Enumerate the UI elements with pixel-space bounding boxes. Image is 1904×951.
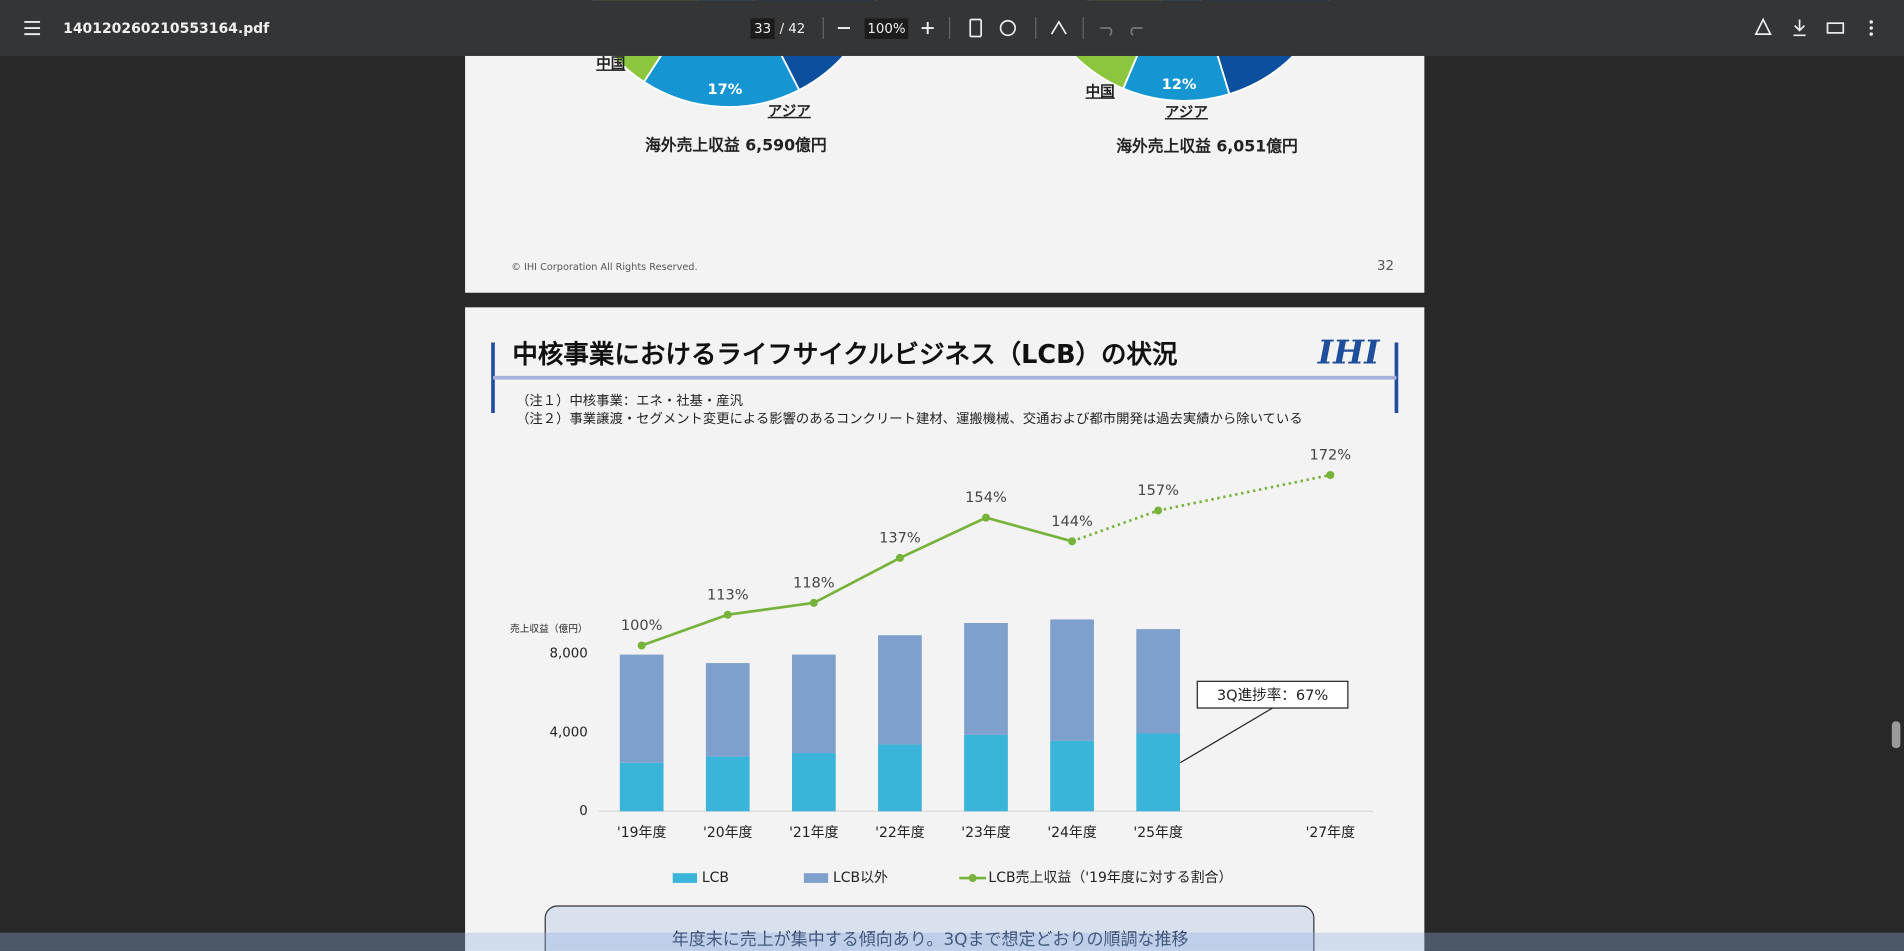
bar-segment [791,654,836,754]
callout-box [544,905,1315,951]
data-label: 137% [879,529,921,546]
logo: IHI [1317,333,1381,372]
x-tick-label: '22年度 [875,825,925,841]
x-tick-label: '23年度 [961,825,1011,841]
data-label: 118% [793,574,835,591]
bar-segment [964,623,1008,735]
copyright: © IHI Corporation All Rights Reserved. [511,262,697,273]
line-point [1154,506,1163,515]
zoom-in[interactable] [921,21,934,35]
bar-segment [1136,733,1181,812]
save-to-drive[interactable] [1754,17,1772,35]
slide-title: 中核事業におけるライフサイクルビジネス（LCB）の状況 [512,340,1178,370]
toolbar [0,0,1904,56]
data-label: 113% [707,586,749,603]
x-tick-label: '21年度 [789,825,839,841]
bar-segment [878,744,922,812]
x-tick-label: '20年度 [703,825,753,841]
note: （注２）事業譲渡・セグメント変更による影響のあるコンクリート建材、運搬機械、交通… [516,410,1302,427]
line-point [809,598,818,607]
x-tick-label: '25年度 [1133,825,1183,841]
bar-segment [619,762,664,812]
label: 海外売上収益 6,051億円 [1116,137,1297,156]
bar-segment [878,635,922,745]
annotate[interactable] [1050,20,1067,35]
label: 中国 [596,54,625,72]
data-label: 100% [621,617,663,634]
note: （注１）中核事業：エネ・社基・産汎 [516,392,743,409]
legend-label: LCB以外 [833,870,888,886]
annotation: 3Q進捗率：67% [1217,687,1329,704]
page-total: / 42 [780,22,806,37]
x-tick-label: '24年度 [1047,825,1097,841]
data-label: 144% [1051,513,1093,530]
page-33 [465,307,1425,951]
line-point [981,513,991,522]
page-current: 33 [754,22,771,37]
bar-segment [1050,619,1094,741]
download[interactable] [1793,19,1806,37]
line-point [637,641,646,650]
bar-segment [705,756,750,812]
label: 12% [1162,76,1197,93]
x-tick-label: '27年度 [1306,825,1356,841]
menu-button[interactable] [24,20,41,36]
more-options[interactable] [1869,20,1873,36]
label: アジア [1165,104,1208,121]
bar-segment [964,734,1008,812]
label: 17% [707,81,742,98]
page-input[interactable] [750,18,775,39]
label: 中国 [1086,82,1115,100]
legend-swatch [968,874,977,883]
bar-segment [705,663,750,757]
page-32 [465,36,1425,293]
line-point [1326,471,1335,480]
legend-swatch [672,873,697,883]
y-tick-label: 8,000 [550,646,588,661]
fit-page[interactable] [969,18,982,38]
callout-text: 年度末に売上が集中する傾向あり。3Qまで想定どおりの順調な推移 [672,930,1189,950]
annotation-box [1196,680,1349,709]
y-tick-label: 0 [579,804,588,819]
zoom-level: 100% [867,22,905,37]
page-number: 32 [1377,259,1394,274]
annotation-leader [1179,707,1273,764]
redo[interactable] [1130,27,1143,36]
data-label: 157% [1137,482,1179,499]
line-point [895,553,904,562]
data-label: 154% [965,489,1007,506]
legend-swatch [803,873,829,883]
label: アジア [768,103,811,120]
data-label: 172% [1309,447,1351,464]
bar-segment [1050,740,1094,812]
print[interactable] [1826,22,1845,34]
scrollbar-thumb[interactable] [1891,721,1901,749]
label: 海外売上収益 6,590億円 [645,135,826,154]
y-tick-label: 4,000 [550,725,588,740]
x-tick-label: '19年度 [617,825,667,841]
filename: 140120260210553164.pdf [63,21,270,37]
y-axis-title: 売上収益（億円） [510,622,588,635]
bar-segment [791,753,836,812]
undo[interactable] [1100,27,1113,36]
zoom-input[interactable] [864,18,909,39]
legend-label: LCB [702,870,729,886]
line-point [1068,537,1077,546]
window-edge [0,932,1904,951]
line-point [723,610,732,619]
legend-label: LCB売上収益（'19年度に対する割合） [988,869,1232,886]
chart: 売上収益（億円） 3Q進捗率：67% 0 4,000 8,000 '19年度 '20年度… [510,447,1374,886]
bar-segment [619,654,664,763]
bar-segment [1136,629,1181,734]
rotate[interactable] [999,19,1016,37]
line-actual [641,516,1073,647]
